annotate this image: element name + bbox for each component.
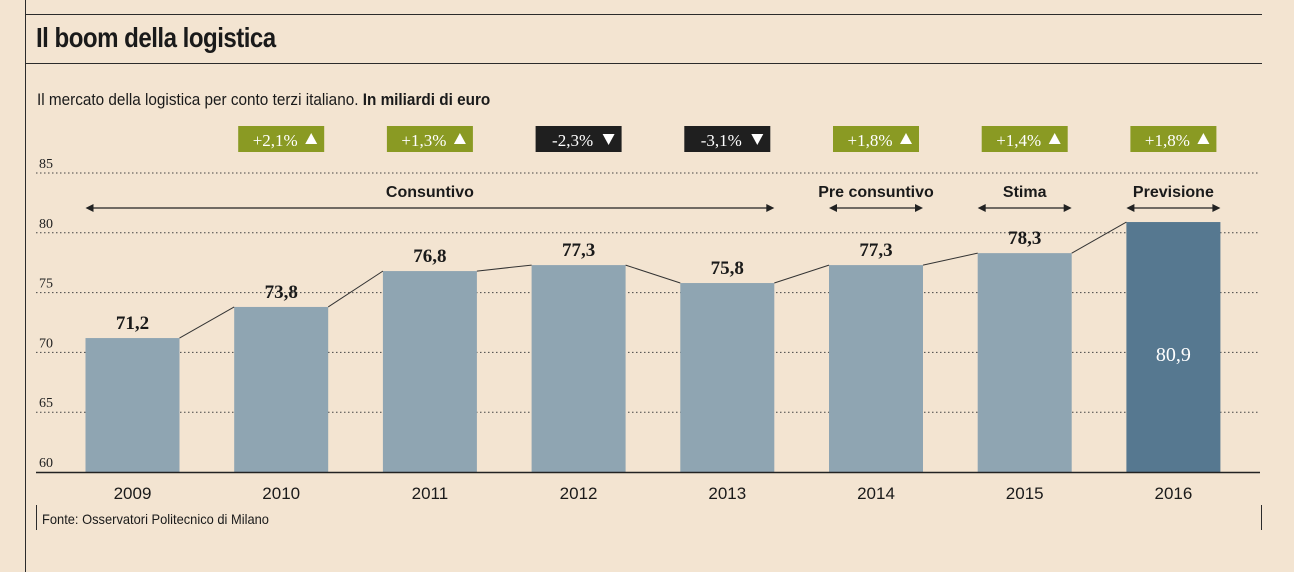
x-tick-2010: 2010 <box>262 484 300 503</box>
period-arrow-right-icon <box>915 204 923 212</box>
period-arrow-right-icon <box>766 204 775 212</box>
chart-title: Il boom della logistica <box>36 22 276 53</box>
period-arrow-left-icon <box>85 204 94 212</box>
connector-0 <box>179 306 235 339</box>
period-arrow-left-icon <box>1126 204 1135 212</box>
period-label-2: Stima <box>1003 184 1047 201</box>
y-tick-65: 65 <box>39 396 53 411</box>
connector-4 <box>774 264 830 284</box>
source-note: Fonte: Osservatori Politecnico di Milano <box>42 511 269 527</box>
y-tick-85: 85 <box>39 157 53 172</box>
x-tick-2016: 2016 <box>1154 484 1192 503</box>
arrow-up-icon <box>900 133 912 144</box>
x-tick-2014: 2014 <box>857 484 895 503</box>
change-label-0: +2,1% <box>253 131 298 150</box>
bar-chart: 60 65 70 75 80 85 71,2 73,8 76,8 77,3 75,8 77,3 78,3… <box>36 126 1260 503</box>
period-arrow-right-icon <box>1063 204 1072 212</box>
arrow-down-icon <box>751 134 764 145</box>
arrow-down-icon <box>602 134 615 145</box>
value-label-2010: 73,8 <box>265 282 298 303</box>
arrow-up-icon <box>1048 133 1061 144</box>
x-tick-2013: 2013 <box>708 484 746 503</box>
period-arrow-left-icon <box>829 204 837 212</box>
connector-5 <box>922 252 978 266</box>
bar-2014 <box>829 265 923 472</box>
period-arrow-left-icon <box>977 204 986 212</box>
x-tick-2009: 2009 <box>114 484 152 503</box>
source-box <box>36 505 1262 530</box>
bar-2015 <box>977 253 1072 472</box>
change-label-2: -2,3% <box>552 131 593 150</box>
bar-2009 <box>85 338 180 472</box>
period-label-3: Previsione <box>1133 184 1214 201</box>
value-label-2013: 75,8 <box>711 258 744 279</box>
bar-2012 <box>531 265 626 472</box>
value-label-2015: 78,3 <box>1008 228 1041 249</box>
period-arrow-right-icon <box>1212 204 1221 212</box>
x-tick-2012: 2012 <box>560 484 598 503</box>
top-rule <box>25 14 1262 15</box>
bar-2010 <box>234 306 329 472</box>
value-label-2011: 76,8 <box>413 246 446 267</box>
connector-1 <box>327 270 384 308</box>
bar-2016 <box>1126 222 1221 472</box>
x-tick-2011: 2011 <box>412 484 449 503</box>
y-tick-80: 80 <box>39 217 53 232</box>
arrow-up-icon <box>453 133 466 144</box>
change-label-4: +1,8% <box>848 131 893 150</box>
y-tick-70: 70 <box>39 336 53 351</box>
arrow-up-icon <box>305 133 318 144</box>
connector-6 <box>1071 221 1127 254</box>
period-label-1: Pre consuntivo <box>818 184 934 201</box>
y-tick-75: 75 <box>39 277 53 292</box>
value-label-2009: 71,2 <box>116 313 149 334</box>
value-label-2012: 77,3 <box>562 240 595 261</box>
change-label-1: +1,3% <box>401 131 446 150</box>
subtitle-unit: In miliardi di euro <box>362 90 491 109</box>
connector-3 <box>625 264 681 284</box>
arrow-up-icon <box>1197 133 1210 144</box>
period-label-0: Consuntivo <box>386 184 474 201</box>
bar-2013 <box>680 283 775 472</box>
frame-left-border <box>25 0 26 572</box>
value-label-2016: 80,9 <box>1156 344 1191 366</box>
title-rule <box>25 63 1262 64</box>
subtitle-text: Il mercato della logistica per conto ter… <box>37 90 359 109</box>
x-tick-2015: 2015 <box>1006 484 1044 503</box>
bar-2011 <box>382 271 477 472</box>
connector-2 <box>476 264 532 272</box>
chart-subtitle: Il mercato della logistica per conto ter… <box>37 90 490 110</box>
value-label-2014: 77,3 <box>859 240 892 261</box>
y-tick-60: 60 <box>39 456 53 471</box>
change-label-6: +1,8% <box>1145 131 1190 150</box>
change-label-5: +1,4% <box>996 131 1041 150</box>
change-label-3: -3,1% <box>701 131 742 150</box>
